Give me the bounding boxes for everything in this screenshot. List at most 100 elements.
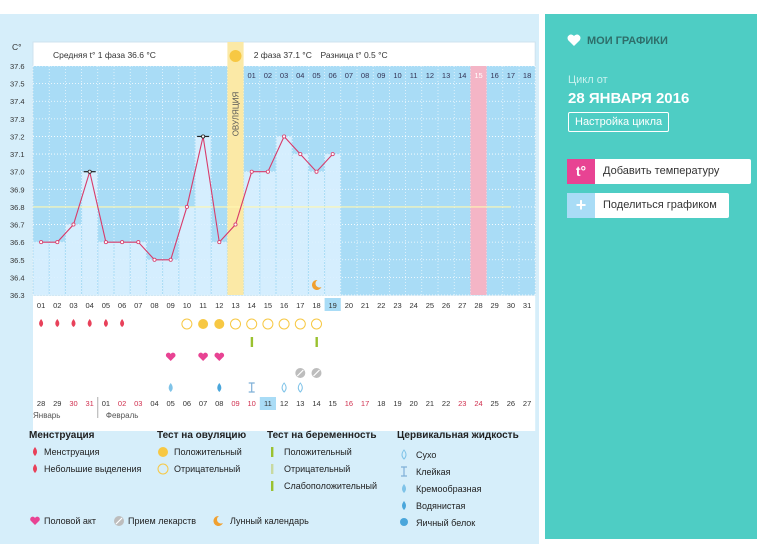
y-tick-label: 36.7 <box>10 221 25 230</box>
menstruation-drop-icon <box>103 319 108 327</box>
day-label: 29 <box>491 301 499 310</box>
legend-icons <box>30 447 408 526</box>
legend-pregnancy-positive-icon <box>271 447 274 457</box>
temperature-chart: Средняя t° 1 фаза 36.6 °C 2 фаза 37.1 °C Р… <box>10 41 536 431</box>
calendar-date-label: 26 <box>507 399 515 408</box>
month-january-label: Январь <box>33 411 60 420</box>
calendar-date-label: 23 <box>458 399 466 408</box>
ovulation-marker-icon <box>229 50 242 62</box>
day-label: 31 <box>523 301 531 310</box>
temperature-point <box>55 240 60 245</box>
day-label: 08 <box>150 301 158 310</box>
y-tick-label: 36.8 <box>10 203 25 212</box>
temperature-point <box>120 240 125 245</box>
y-tick-label: 36.6 <box>10 238 25 247</box>
phase2-day-label: 15 <box>474 71 482 80</box>
day-label: 16 <box>280 301 288 310</box>
medication-pill-line <box>313 369 320 377</box>
legend-ovulation-negative: Отрицательный <box>174 464 241 474</box>
legend-pregnancy-negative: Отрицательный <box>284 464 351 474</box>
temperature-point <box>330 152 335 157</box>
y-tick-label: 36.9 <box>10 185 25 194</box>
calendar-date-label: 11 <box>264 399 272 408</box>
phase2-day-label: 01 <box>248 71 256 80</box>
calendar-date-label: 03 <box>134 399 142 408</box>
y-tick-label: 36.3 <box>10 291 25 300</box>
day-label: 25 <box>426 301 434 310</box>
day-label: 22 <box>377 301 385 310</box>
temperature-bar <box>163 259 179 295</box>
temperature-point <box>298 152 303 157</box>
temperature-bar <box>244 171 260 295</box>
calendar-date-label: 02 <box>118 399 126 408</box>
menstruation-drop-icon <box>55 319 60 327</box>
legend-menstruation-icon <box>33 447 37 456</box>
legend-fluid-eggwhite-icon <box>400 518 408 526</box>
day-label: 06 <box>118 301 126 310</box>
phase2-day-label: 02 <box>264 71 272 80</box>
ovulation-test-negative-icon <box>311 318 322 330</box>
calendar-date-label: 14 <box>312 399 320 408</box>
temperature-bar <box>82 171 98 295</box>
day-label: 10 <box>183 301 191 310</box>
legend-fluid-watery-icon <box>402 501 406 510</box>
calendar-date-label: 16 <box>345 399 353 408</box>
month-february-label: Февраль <box>106 411 139 420</box>
legend-pregnancy-weak: Слабоположительный <box>284 481 378 491</box>
date-highlight <box>259 397 276 410</box>
temperature-bar <box>33 242 49 295</box>
calendar-date-label: 28 <box>37 399 45 408</box>
day-label: 01 <box>37 301 45 310</box>
temperature-point <box>152 257 157 262</box>
calendar-date-label: 01 <box>102 399 110 408</box>
phase2-day-label: 10 <box>393 71 401 80</box>
calendar-date-label: 30 <box>69 399 77 408</box>
day-label: 12 <box>215 301 223 310</box>
y-tick-label: 37.1 <box>10 150 25 159</box>
expected-period-column <box>470 66 487 295</box>
legend-pregnancy-positive: Положительный <box>284 447 352 457</box>
phase2-day-label: 13 <box>442 71 450 80</box>
moon-icon <box>311 279 322 290</box>
intercourse-heart-icon <box>214 352 225 361</box>
day-label: 30 <box>507 301 515 310</box>
share-chart-button[interactable]: + Поделиться графиком <box>567 193 729 218</box>
menstruation-drop-icon <box>120 319 125 327</box>
cycle-settings-button[interactable]: Настройка цикла <box>568 112 670 132</box>
day-label: 09 <box>167 301 175 310</box>
calendar-date-label: 13 <box>296 399 304 408</box>
day-label: 17 <box>296 301 304 310</box>
menstruation-drop-icon <box>87 319 92 327</box>
legend-medication: Прием лекарств <box>128 516 197 526</box>
phase2-day-label: 05 <box>312 71 320 80</box>
calendar-date-label: 12 <box>280 399 288 408</box>
temperature-difference: Разница t° 0.5 °C <box>321 50 388 60</box>
calendar-date-label: 08 <box>215 399 223 408</box>
temperature-bar <box>179 206 195 295</box>
calendar-date-label: 15 <box>329 399 337 408</box>
y-tick-label: 36.4 <box>10 273 25 282</box>
day-label: 19 <box>329 301 337 310</box>
day-label: 26 <box>442 301 450 310</box>
unit-label: C° <box>12 42 22 52</box>
y-tick-label: 37.0 <box>10 168 25 177</box>
day-label: 15 <box>264 301 272 310</box>
day-label: 02 <box>53 301 61 310</box>
chart-frame: Средняя t° 1 фаза 36.6 °C 2 фаза 37.1 °C Р… <box>0 14 539 544</box>
my-charts-link[interactable]: МОИ ГРАФИКИ <box>587 35 668 47</box>
pregnancy-test-icon <box>315 337 318 347</box>
menstruation-drop-icon <box>71 319 76 327</box>
temperature-point <box>217 240 222 245</box>
medication-pill-line <box>296 369 304 377</box>
ovulation-column <box>227 42 244 295</box>
add-temperature-button[interactable]: t° Добавить температуру <box>567 159 751 184</box>
day-label: 20 <box>345 301 353 310</box>
calendar-date-label: 31 <box>86 399 94 408</box>
calendar-date-label: 06 <box>183 399 191 408</box>
temperature-point <box>282 134 287 139</box>
y-tick-label: 36.5 <box>10 256 25 265</box>
calendar-date-label: 19 <box>393 399 401 408</box>
temperature-point <box>136 240 141 245</box>
legend-lunar: Лунный календарь <box>230 516 309 526</box>
day-label: 21 <box>361 301 369 310</box>
